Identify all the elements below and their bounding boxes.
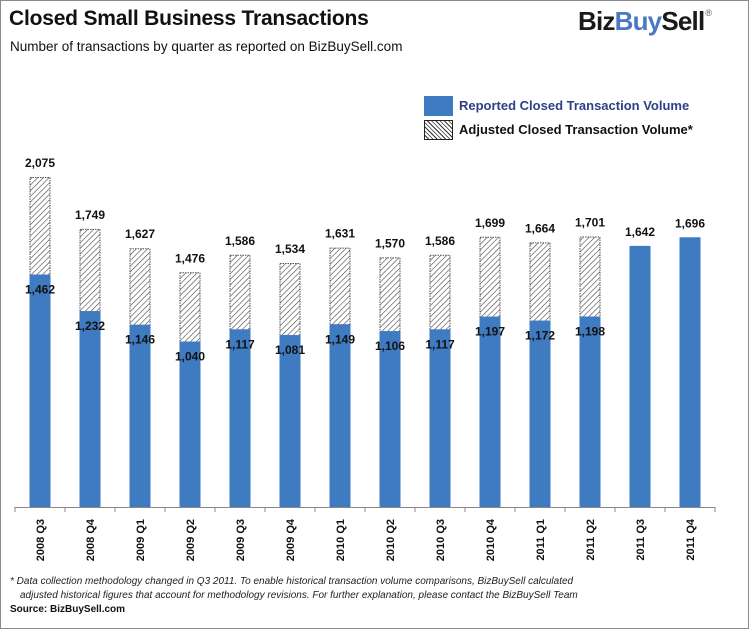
bar-adjusted-8 [429,254,451,331]
bizbuysell-logo: BizBuySell® [578,6,712,37]
label-adjusted-1: 1,749 [75,208,105,222]
bar-adjusted-4 [229,254,251,331]
bar-adjusted-2 [129,248,151,326]
x-tick-label: 2010 Q4 [485,518,497,561]
label-adjusted-2: 1,627 [125,227,155,241]
label-reported-6: 1,149 [325,332,355,346]
bar-reported-10 [529,320,551,507]
bar-reported-3 [179,341,201,507]
label-adjusted-0: 2,075 [25,156,55,170]
x-tick-label: 2009 Q1 [135,519,147,561]
chart-title: Closed Small Business Transactions [9,7,369,30]
chart-legend: Reported Closed Transaction Volume Adjus… [424,95,693,143]
label-reported-3: 1,040 [175,350,205,364]
bar-reported-1 [79,311,101,507]
footnote-line-1: * Data collection methodology changed in… [10,576,574,587]
label-reported-1: 1,232 [75,319,105,333]
bar-reported-2 [129,324,151,507]
x-tick-label: 2009 Q2 [185,519,197,561]
bar-adjusted-6 [329,247,351,326]
bar-adjusted-11 [579,236,601,318]
bar-adjusted-7 [379,257,401,333]
label-reported-4: 1,117 [225,337,255,351]
x-tick-label: 2010 Q3 [435,519,447,561]
legend-swatch-adjusted [424,119,453,140]
label-adjusted-6: 1,631 [325,227,355,241]
registered-mark: ® [705,8,712,18]
x-tick-label: 2011 Q1 [535,519,547,561]
legend-swatch-reported [424,95,453,116]
legend-item-reported: Reported Closed Transaction Volume [424,95,693,116]
methodology-footnote: * Data collection methodology changed in… [10,575,578,603]
label-adjusted-7: 1,570 [375,236,405,250]
label-reported-2: 1,146 [125,333,155,347]
bar-reported-4 [229,329,251,507]
label-adjusted-5: 1,534 [275,242,305,256]
x-tick-label: 2010 Q2 [385,519,397,561]
bar-reported-5 [279,335,301,507]
label-adjusted-9: 1,699 [475,216,505,230]
bar-adjusted-0 [29,177,51,276]
data-labels-group: 2,075 1,462 1,749 1,232 1,627 1,146 1,476 1,040… [25,156,705,364]
bar-reported-11 [579,316,601,507]
label-reported-8: 1,117 [425,337,455,351]
x-tick-label: 2011 Q3 [635,519,647,561]
legend-item-adjusted: Adjusted Closed Transaction Volume* [424,119,693,140]
label-reported-11: 1,198 [575,324,605,338]
label-adjusted-10: 1,664 [525,221,555,235]
chart-subtitle: Number of transactions by quarter as rep… [10,39,403,54]
label-reported-13: 1,696 [675,216,705,230]
bar-adjusted-1 [79,228,101,313]
x-tick-label: 2009 Q3 [235,519,247,561]
label-adjusted-4: 1,586 [225,234,255,248]
x-tick-label: 2011 Q2 [585,519,597,561]
label-adjusted-11: 1,701 [575,215,605,229]
bar-adjusted-3 [179,272,201,343]
bar-reported-9 [479,316,501,507]
x-axis: 2008 Q3 2008 Q4 2009 Q1 2009 Q2 2009 Q3 2009 … [14,507,716,561]
x-tick-label: 2008 Q4 [85,518,97,561]
bar-adjusted-9 [479,236,501,318]
bar-adjusted-10 [529,242,551,322]
label-reported-9: 1,197 [475,325,505,339]
label-reported-12: 1,642 [625,225,655,239]
bar-reported-7 [379,331,401,507]
x-tick-label: 2008 Q3 [35,519,47,561]
label-adjusted-8: 1,586 [425,234,455,248]
x-tick-label: 2010 Q1 [335,519,347,561]
bar-reported-12 [629,245,651,507]
source-note: Source: BizBuySell.com [10,604,126,615]
logo-part-biz: Biz [578,6,615,36]
label-reported-5: 1,081 [275,343,305,357]
bar-reported-6 [329,324,351,507]
bar-reported-13 [679,237,701,507]
logo-part-buy: Buy [614,6,663,36]
logo-part-sell: Sell [661,6,705,36]
label-reported-10: 1,172 [525,329,555,343]
x-tick-label: 2009 Q4 [285,518,297,561]
label-reported-0: 1,462 [25,282,55,296]
bar-adjusted-5 [279,263,301,337]
bar-reported-0 [29,274,51,507]
legend-label-reported: Reported Closed Transaction Volume [459,98,690,113]
x-tick-label: 2011 Q4 [685,518,697,560]
footnote-line-2: adjusted historical figures that account… [20,590,578,601]
legend-label-adjusted: Adjusted Closed Transaction Volume* [459,122,693,137]
bars-group [29,177,701,507]
bar-reported-8 [429,329,451,507]
label-adjusted-3: 1,476 [175,251,205,265]
label-reported-7: 1,106 [375,339,405,353]
